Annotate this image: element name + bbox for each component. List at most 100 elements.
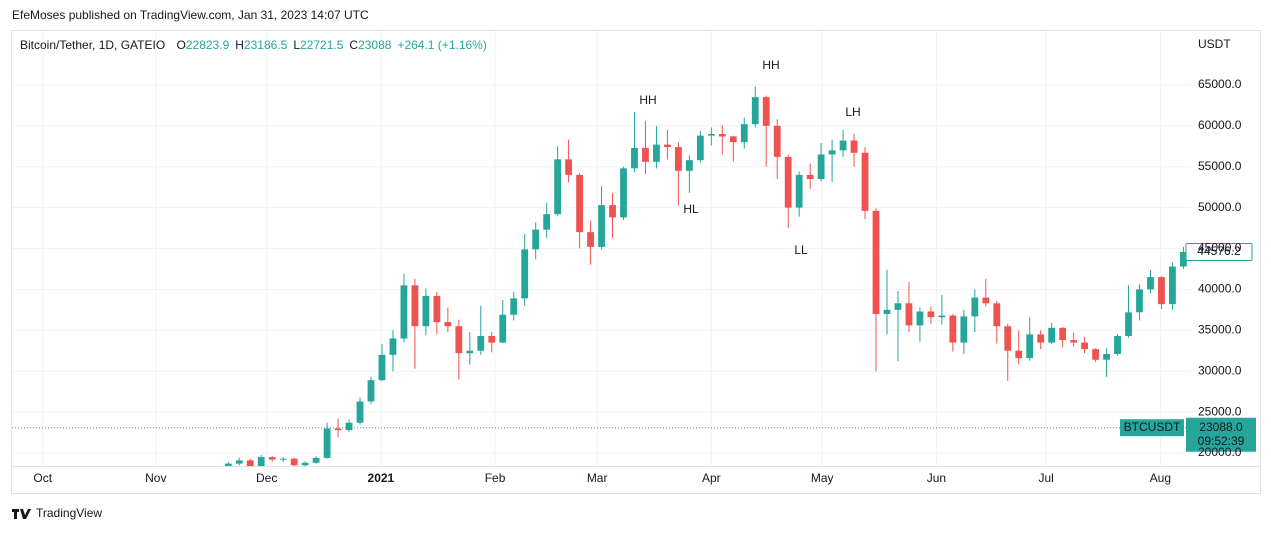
candle-body bbox=[1147, 277, 1154, 290]
x-tick-label: Nov bbox=[145, 471, 166, 485]
candle-body bbox=[1114, 336, 1121, 355]
candle-body bbox=[1169, 266, 1176, 305]
current-price-label: 23088.0 bbox=[1199, 420, 1243, 434]
candle-body bbox=[609, 205, 616, 218]
candle-body bbox=[916, 311, 924, 326]
candle-body bbox=[762, 97, 770, 126]
candle-body bbox=[696, 135, 704, 161]
x-tick-label: Feb bbox=[485, 471, 506, 485]
candle-body bbox=[455, 326, 463, 354]
candle-body bbox=[466, 350, 474, 354]
candle-body bbox=[894, 303, 902, 310]
pattern-label: HL bbox=[683, 202, 699, 216]
candle-body bbox=[685, 160, 693, 171]
candle-body bbox=[642, 147, 649, 162]
header-change: +264.1 (+1.16%) bbox=[397, 38, 486, 52]
candle-body bbox=[1125, 312, 1132, 337]
candle-body bbox=[1070, 340, 1078, 343]
candle-body bbox=[817, 154, 825, 179]
candle-body bbox=[740, 124, 748, 143]
symbol-label: BTCUSDT bbox=[1124, 420, 1181, 434]
x-tick-label: Jul bbox=[1039, 471, 1054, 485]
candle-body bbox=[949, 315, 957, 343]
candle-body bbox=[1103, 354, 1110, 360]
candle-body bbox=[257, 457, 265, 466]
candle-body bbox=[224, 463, 232, 466]
candle-body bbox=[631, 147, 638, 169]
x-tick-label: Dec bbox=[256, 471, 277, 485]
symbol-box bbox=[1120, 419, 1184, 437]
candle-body bbox=[510, 298, 518, 315]
footer-text: TradingView bbox=[36, 506, 102, 520]
header-key: C bbox=[349, 38, 358, 52]
price-tags: 44576.2 BTCUSDT 23088.009:52:39 bbox=[12, 242, 1256, 452]
candle-body bbox=[982, 297, 990, 304]
y-tick-label: 45000.0 bbox=[1198, 241, 1242, 255]
candle-body bbox=[235, 460, 243, 464]
chart-frame bbox=[11, 30, 1261, 494]
candle-body bbox=[927, 311, 935, 318]
header-value: 22721.5 bbox=[300, 38, 344, 52]
header-value: 23186.5 bbox=[244, 38, 288, 52]
candle-body bbox=[521, 249, 529, 299]
candle-body bbox=[312, 457, 320, 463]
candle-body bbox=[784, 156, 792, 208]
candle-body bbox=[334, 428, 342, 431]
candle-body bbox=[367, 380, 375, 402]
candle-body bbox=[587, 232, 594, 247]
candle-body bbox=[1037, 334, 1045, 343]
header-value: 23088 bbox=[358, 38, 392, 52]
x-tick-label: May bbox=[811, 471, 834, 485]
candle-body bbox=[246, 460, 254, 466]
candle-body bbox=[1004, 326, 1012, 351]
candle-body bbox=[543, 214, 551, 230]
header: Bitcoin/Tether, 1D, GATEIO O22823.9 H2318… bbox=[20, 38, 487, 52]
candle-body bbox=[389, 338, 397, 355]
x-tick-label: Mar bbox=[587, 471, 608, 485]
candle-body bbox=[872, 210, 880, 314]
candle-body bbox=[1081, 342, 1089, 350]
candle-body bbox=[400, 285, 408, 339]
pattern-label: LH bbox=[845, 105, 860, 119]
annotations: HH HL HH LL LH bbox=[639, 58, 860, 257]
candle-body bbox=[279, 458, 287, 460]
candle-body bbox=[1158, 277, 1165, 305]
candle-body bbox=[444, 322, 452, 327]
last-price-label: 44576.2 bbox=[1197, 244, 1241, 258]
candle-body bbox=[960, 316, 968, 343]
candle-body bbox=[993, 303, 1001, 327]
candle-body bbox=[554, 159, 562, 215]
candle-body bbox=[773, 125, 781, 157]
y-tick-label: 60000.0 bbox=[1198, 118, 1242, 132]
ohlc: O22823.9 H23186.5 L22721.5 C23088 +264.1 (+1… bbox=[177, 38, 487, 52]
candle-body bbox=[499, 314, 507, 343]
candle-body bbox=[301, 462, 309, 466]
y-tick-label: 55000.0 bbox=[1198, 159, 1242, 173]
symbol-title: Bitcoin/Tether, 1D, GATEIO bbox=[20, 38, 165, 52]
candle-body bbox=[422, 295, 430, 327]
candle-body bbox=[664, 144, 671, 148]
x-tick-label: 2021 bbox=[368, 471, 395, 485]
y-tick-label: 50000.0 bbox=[1198, 200, 1242, 214]
pattern-label: HH bbox=[762, 58, 779, 72]
candles bbox=[224, 86, 1187, 466]
x-tick-label: Jun bbox=[927, 471, 946, 485]
candle-body bbox=[795, 174, 803, 208]
candle-body bbox=[356, 401, 364, 423]
candle-body bbox=[718, 133, 726, 137]
candle-body bbox=[268, 457, 276, 460]
published-line: EfeMoses published on TradingView.com, J… bbox=[12, 8, 369, 22]
candle-body bbox=[532, 229, 540, 250]
candle-body bbox=[1180, 251, 1187, 267]
candle-body bbox=[576, 174, 583, 233]
candle-body bbox=[850, 140, 858, 153]
x-tick-label: Apr bbox=[702, 471, 721, 485]
header-key: L bbox=[293, 38, 300, 52]
candle-body bbox=[839, 140, 847, 151]
pattern-label: HH bbox=[639, 93, 656, 107]
header-key: H bbox=[235, 38, 244, 52]
x-tick-label: Oct bbox=[33, 471, 52, 485]
candle-body bbox=[1015, 350, 1023, 359]
candle-body bbox=[729, 136, 737, 143]
